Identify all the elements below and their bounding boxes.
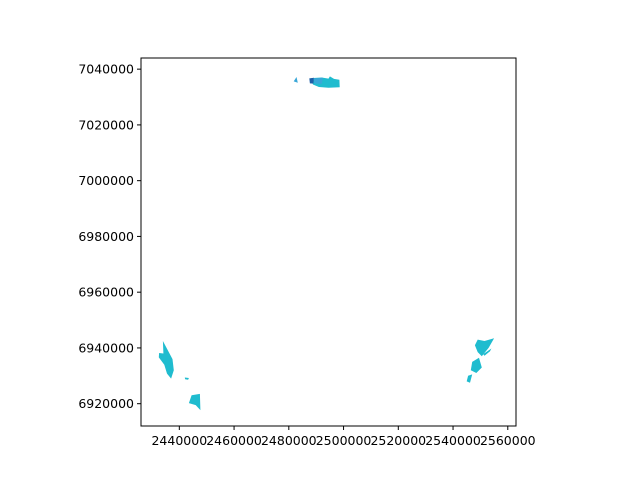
map-polygon-southeast-lower	[466, 374, 473, 383]
map-polygon-southwest-lower	[188, 393, 201, 411]
map-polygon-north-cluster-small-left	[293, 77, 298, 83]
y-tick-label: 6920000	[78, 396, 134, 411]
map-polygon-north-cluster-dark	[309, 77, 314, 84]
map-polygon-southwest-main	[158, 341, 174, 379]
map-polygon-southeast-upper	[474, 338, 495, 357]
y-tick-label: 6960000	[78, 285, 134, 300]
x-tick-label: 2560000	[480, 433, 536, 448]
y-tick-label: 7000000	[78, 173, 134, 188]
y-tick-label: 7020000	[78, 117, 134, 132]
y-tick-label: 7040000	[78, 62, 134, 77]
map-polygon-southeast-middle	[470, 357, 482, 373]
x-tick-label: 2460000	[206, 433, 262, 448]
x-axis: 2440000 2460000 2480000 2500000 2520000 25400…	[151, 426, 536, 448]
map-polygon-southwest-dot	[184, 377, 189, 380]
x-tick-label: 2520000	[370, 433, 426, 448]
y-tick-label: 6980000	[78, 229, 134, 244]
map-polygon-southeast-sliver	[483, 348, 492, 356]
y-tick-label: 6940000	[78, 340, 134, 355]
x-tick-label: 2500000	[316, 433, 372, 448]
map-polygon-north-cluster-mid	[313, 77, 323, 84]
map-polygons	[158, 76, 495, 411]
x-tick-label: 2480000	[261, 433, 317, 448]
x-tick-label: 2440000	[151, 433, 207, 448]
axes-frame	[140, 57, 517, 427]
y-axis: 6920000 6940000 6960000 6980000 7000000 70200…	[78, 62, 141, 411]
x-tick-label: 2540000	[425, 433, 481, 448]
